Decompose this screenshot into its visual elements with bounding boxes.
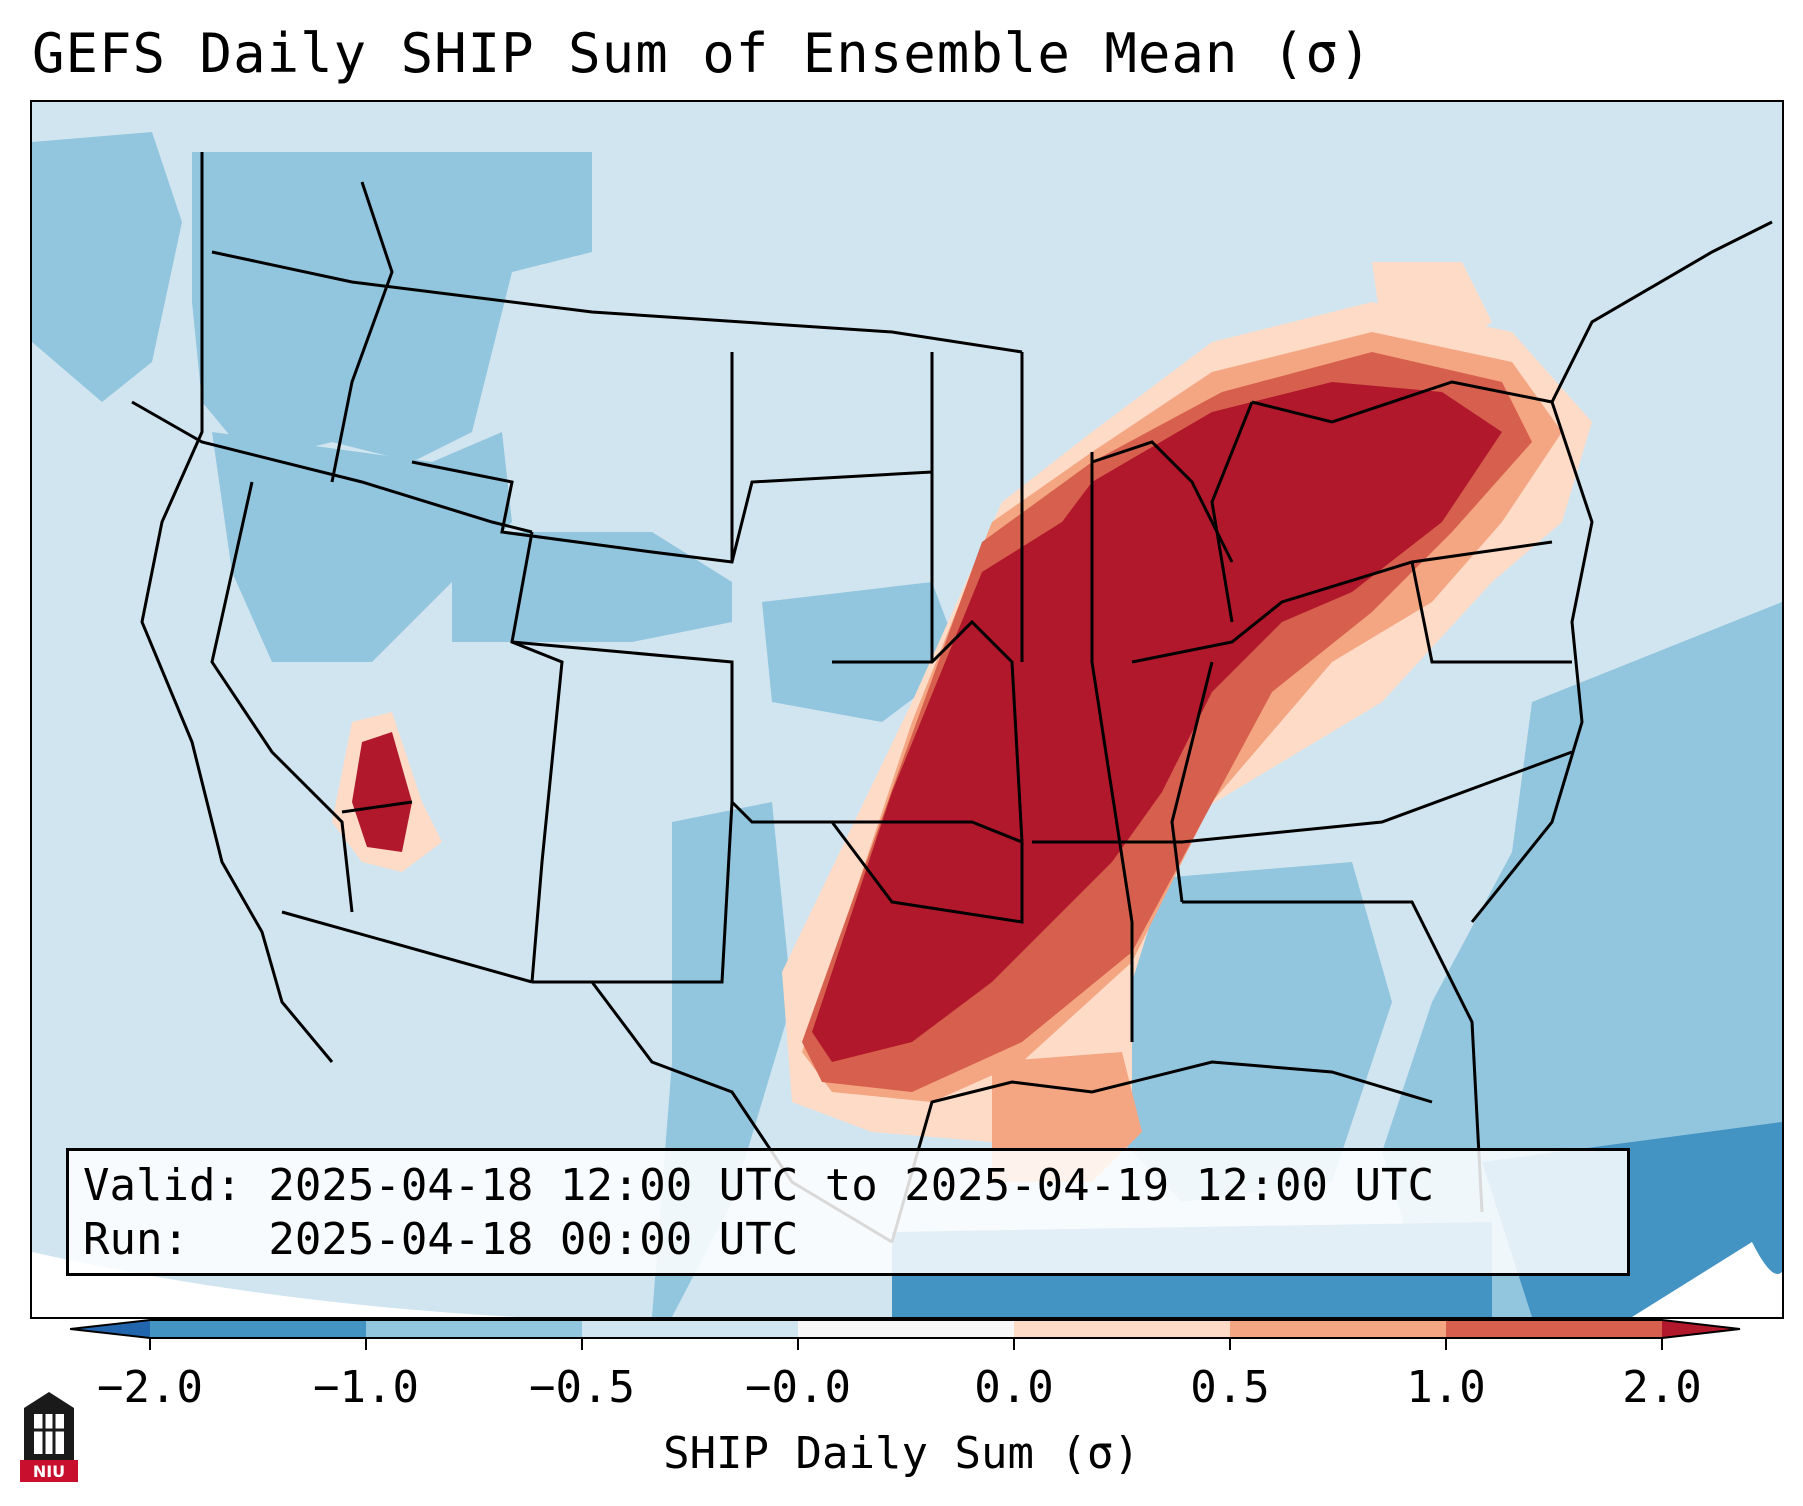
colorbar-bin-2 — [366, 1320, 582, 1338]
colorado-anomaly — [452, 532, 732, 642]
map-panel — [30, 100, 1784, 1319]
kansas-anomaly — [762, 582, 962, 722]
tick-label: 2.0 — [1622, 1362, 1702, 1413]
map-canvas — [32, 102, 1782, 1317]
logo-text: NIU — [33, 1462, 65, 1481]
colorbar-bin-5 — [1014, 1320, 1230, 1338]
great-basin-anomaly — [212, 432, 512, 662]
colorbar-bin-4 — [798, 1320, 1014, 1338]
run-line: Run: 2025-04-18 00:00 UTC — [83, 1214, 799, 1265]
tick-label: −2.0 — [97, 1362, 203, 1413]
projection-edge-right — [1632, 1242, 1782, 1317]
tick-label: 1.0 — [1406, 1362, 1486, 1413]
colorbar-title: SHIP Daily Sum (σ) — [663, 1428, 1140, 1479]
southeast-anomaly — [1082, 862, 1392, 1202]
positive-field-extreme — [812, 382, 1502, 1062]
tick-label: −1.0 — [313, 1362, 419, 1413]
colorbar-bin-7 — [1446, 1320, 1662, 1338]
tick-label: 0.5 — [1190, 1362, 1270, 1413]
quebec-light — [1372, 262, 1492, 362]
niu-logo: NIU — [20, 1392, 78, 1482]
colorbar-extend-high — [1662, 1320, 1740, 1338]
tick-label: −0.5 — [529, 1362, 635, 1413]
map-title: GEFS Daily SHIP Sum of Ensemble Mean (σ) — [32, 22, 1373, 85]
tick-label: −0.0 — [745, 1362, 851, 1413]
valid-line: Valid: 2025-04-18 12:00 UTC to 2025-04-1… — [83, 1160, 1435, 1211]
colorbar-bin-1 — [150, 1320, 366, 1338]
colorbar — [70, 1319, 1741, 1350]
tick-label: 0.0 — [974, 1362, 1054, 1413]
colorbar-bin-3 — [582, 1320, 798, 1338]
northwest-anomaly — [192, 152, 592, 462]
projection-edge-left — [32, 1252, 932, 1317]
colorbar-extend-low — [70, 1320, 150, 1338]
colorbar-ticks — [149, 1338, 1663, 1350]
arizona-extreme — [352, 732, 412, 852]
valid-run-box: Valid: 2025-04-18 12:00 UTC to 2025-04-1… — [66, 1148, 1630, 1276]
colorbar-bin-6 — [1230, 1320, 1446, 1338]
pacific-anomaly — [32, 132, 182, 402]
